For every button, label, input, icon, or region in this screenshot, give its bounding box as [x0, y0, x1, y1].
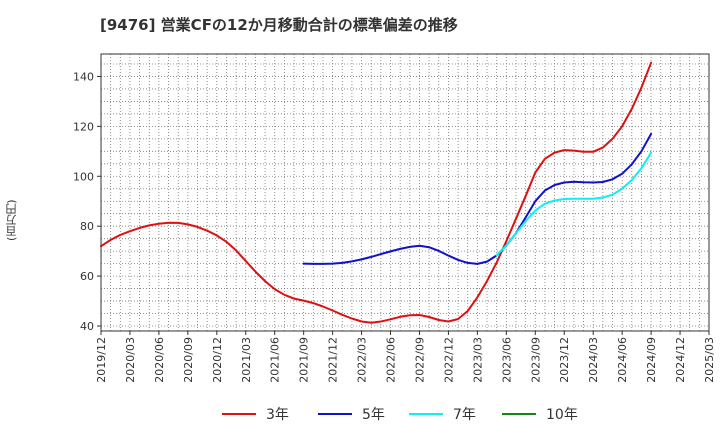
x-tick-label: 2020/03 — [124, 337, 137, 383]
series-layer — [100, 61, 653, 324]
x-tick-label: 2019/12 — [95, 337, 108, 383]
series-line-3 — [495, 151, 653, 257]
x-tick-label: 2023/09 — [529, 337, 542, 383]
legend-label-1: 3年 — [266, 407, 289, 423]
axis-layer: 40 60 80 100 120 140 2019/12 2020/03 2020/06 2020… — [73, 70, 716, 382]
y-tick-label: 40 — [80, 320, 94, 333]
x-tick-label: 2024/03 — [587, 337, 600, 383]
x-tick-label: 2023/12 — [558, 337, 571, 383]
x-tick-label: 2020/12 — [211, 337, 224, 383]
y-tick-label: 60 — [80, 270, 94, 283]
y-tick-label: 100 — [73, 170, 94, 183]
x-tick-label: 2020/06 — [153, 337, 166, 383]
y-tick-label: 140 — [73, 70, 94, 83]
series-line-1 — [100, 61, 653, 324]
x-tick-label: 2024/09 — [645, 337, 658, 383]
x-tick-label: 2021/06 — [269, 337, 282, 383]
x-tick-label: 2021/12 — [327, 337, 340, 383]
x-tick-label: 2025/03 — [703, 337, 716, 383]
x-tick-label: 2024/06 — [616, 337, 629, 383]
x-tick-label: 2021/03 — [240, 337, 253, 383]
y-tick-label: 80 — [80, 220, 94, 233]
chart-title: [9476] 営業CFの12か月移動合計の標準偏差の推移 — [100, 16, 458, 34]
x-tick-label: 2022/03 — [356, 337, 369, 383]
legend: 3年 5年 7年 10年 — [222, 407, 578, 423]
x-tick-label: 2022/09 — [413, 337, 426, 383]
x-tick-label: 2020/09 — [182, 337, 195, 383]
x-tick-label: 2023/06 — [500, 337, 513, 383]
y-tick-label: 120 — [73, 120, 94, 133]
x-tick-label: 2023/03 — [471, 337, 484, 383]
x-tick-label: 2022/06 — [385, 337, 398, 383]
legend-label-3: 7年 — [453, 407, 476, 423]
x-tick-label: 2022/12 — [442, 337, 455, 383]
x-tick-label: 2024/12 — [674, 337, 687, 383]
legend-label-4: 10年 — [546, 407, 578, 423]
plot-frame — [100, 53, 710, 332]
x-tick-label: 2021/09 — [298, 337, 311, 383]
series-line-2 — [302, 132, 653, 265]
legend-label-2: 5年 — [362, 407, 385, 423]
